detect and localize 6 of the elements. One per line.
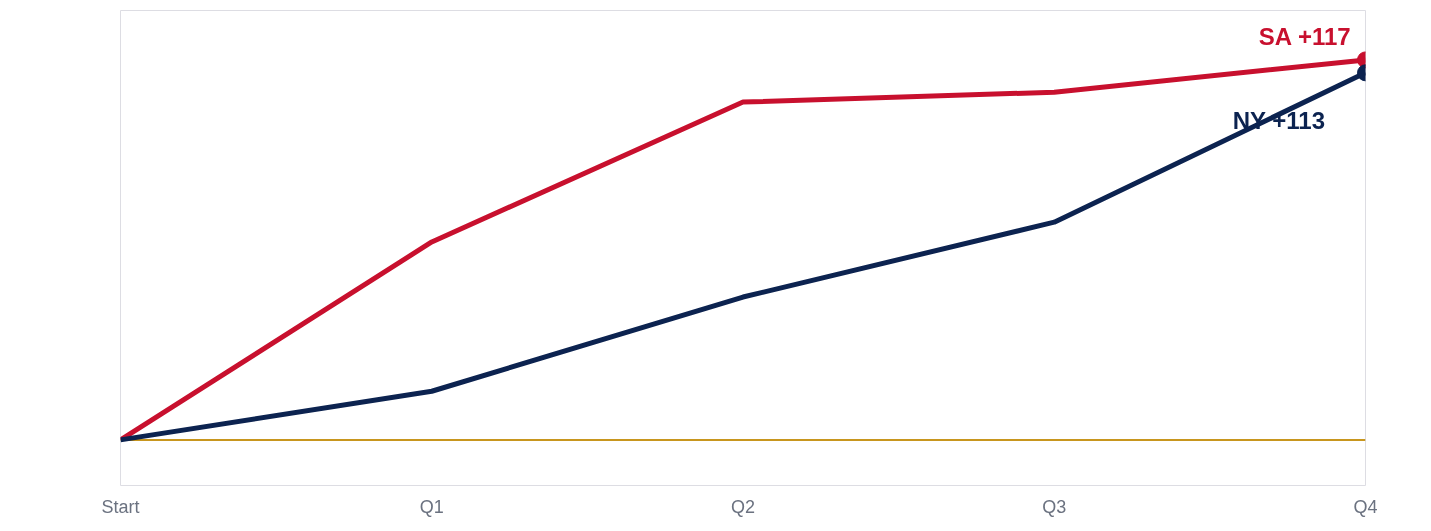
x-tick-label: Q1	[419, 496, 444, 517]
x-tick-label: Start	[101, 496, 140, 517]
annotation: SA +117	[1258, 22, 1351, 50]
x-tick-label: Q3	[1042, 496, 1067, 517]
x-tick-label: Q2	[730, 496, 756, 517]
x-tick-label: Q4	[1353, 496, 1378, 517]
